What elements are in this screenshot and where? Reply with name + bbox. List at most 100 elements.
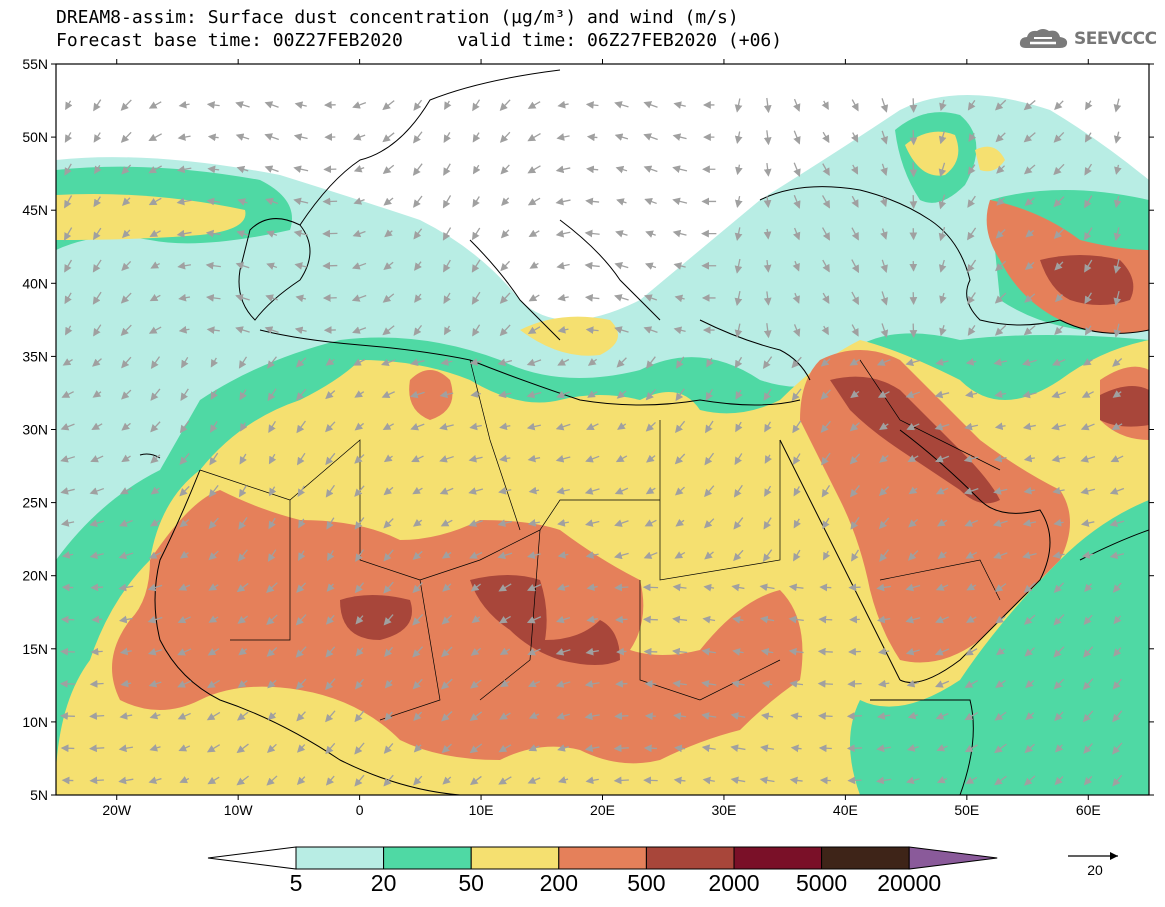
wind-arrow — [877, 390, 890, 398]
wind-arrow — [121, 454, 131, 463]
wind-arrow — [409, 390, 425, 399]
wind-arrow — [993, 487, 1008, 495]
wind-arrow — [499, 647, 511, 656]
wind-arrow — [268, 517, 276, 530]
wind-arrow — [178, 325, 190, 334]
wind-arrow — [499, 422, 511, 431]
wind-arrow — [1113, 291, 1122, 306]
wind-arrow — [294, 262, 308, 270]
wind-arrow — [1054, 325, 1064, 336]
wind-arrow — [296, 776, 306, 786]
wind-arrow — [672, 197, 688, 206]
wind-arrow — [585, 101, 599, 109]
wind-arrow — [642, 583, 659, 592]
wind-arrow — [790, 744, 802, 753]
wind-arrow — [968, 132, 977, 142]
wind-arrow — [118, 583, 134, 592]
wind-arrow — [938, 259, 947, 273]
wind-arrow — [967, 325, 976, 336]
wind-arrow — [1083, 227, 1093, 241]
wind-arrow — [995, 260, 1007, 272]
wind-arrow — [1080, 487, 1096, 495]
colorbar-segment — [645, 846, 735, 870]
wind-arrow — [238, 647, 248, 656]
wind-arrow — [1112, 582, 1122, 593]
wind-arrow — [645, 486, 656, 495]
wind-arrow — [92, 390, 102, 398]
wind-arrow — [501, 197, 510, 206]
wind-arrow — [876, 744, 892, 753]
wind-arrow — [584, 680, 600, 688]
wind-arrow — [471, 259, 481, 273]
wind-arrow — [410, 358, 425, 367]
wind-arrow — [529, 261, 539, 269]
wind-arrow — [237, 615, 248, 624]
wind-arrow — [235, 133, 250, 141]
wind-arrow — [1113, 615, 1122, 625]
map-plot-area — [56, 64, 1149, 795]
wind-arrow — [880, 228, 888, 240]
wind-arrow — [584, 229, 600, 238]
wind-arrow — [468, 519, 483, 527]
wind-arrow — [1113, 98, 1122, 113]
wind-arrow — [994, 292, 1007, 304]
wind-arrow — [326, 583, 335, 592]
wind-arrow — [439, 390, 454, 399]
wind-arrow — [295, 357, 307, 368]
wind-arrow — [498, 390, 512, 399]
wind-arrow — [90, 647, 103, 656]
wind-arrow — [877, 615, 891, 624]
wind-arrow — [1110, 455, 1124, 463]
wind-arrow — [846, 744, 863, 753]
wind-arrow — [236, 165, 249, 174]
wind-arrow — [555, 197, 571, 206]
wind-arrow — [935, 712, 949, 720]
wind-arrow — [1080, 423, 1095, 431]
wind-arrow — [675, 518, 685, 527]
wind-arrow — [61, 390, 74, 398]
wind-arrow — [179, 519, 190, 528]
wind-arrow — [236, 775, 249, 786]
wind-arrow — [849, 453, 861, 465]
wind-arrow — [792, 453, 801, 466]
lat-label: 20N — [22, 568, 48, 584]
wind-arrow — [94, 165, 102, 175]
wind-arrow — [412, 582, 423, 594]
wind-arrow — [499, 292, 511, 304]
wind-arrow — [877, 647, 890, 656]
wind-arrow — [296, 388, 307, 401]
colorbar-segment — [821, 846, 910, 870]
wind-arrow — [236, 743, 249, 754]
wind-arrow — [295, 294, 307, 303]
wind-arrow — [616, 390, 627, 399]
wind-arrow — [614, 326, 629, 334]
wind-arrow — [791, 356, 802, 369]
wind-arrow — [964, 519, 979, 527]
wind-arrow — [1023, 325, 1036, 336]
wind-arrow — [352, 133, 366, 141]
wind-arrow — [908, 486, 918, 495]
wind-arrow — [527, 133, 541, 142]
wind-arrow — [731, 583, 745, 592]
wind-arrow — [499, 99, 511, 111]
wind-arrow — [614, 487, 629, 495]
wind-arrow — [59, 679, 76, 688]
wind-arrow — [121, 260, 132, 272]
wind-arrow — [354, 582, 365, 594]
wind-arrow — [672, 615, 688, 624]
wind-arrow — [1053, 646, 1065, 658]
wind-arrow — [238, 356, 248, 369]
wind-arrow — [148, 165, 162, 174]
wind-arrow — [905, 390, 921, 399]
wind-arrow — [1081, 390, 1094, 398]
wind-arrow — [269, 486, 277, 497]
wind-arrow — [325, 452, 336, 466]
wind-arrow — [150, 421, 161, 433]
wind-arrow — [673, 712, 687, 720]
wind-arrow — [177, 615, 191, 624]
wind-arrow — [148, 679, 162, 688]
wind-arrow — [92, 259, 102, 273]
wind-arrow — [295, 614, 307, 626]
wind-arrow — [149, 711, 161, 720]
wind-arrow — [180, 388, 189, 402]
